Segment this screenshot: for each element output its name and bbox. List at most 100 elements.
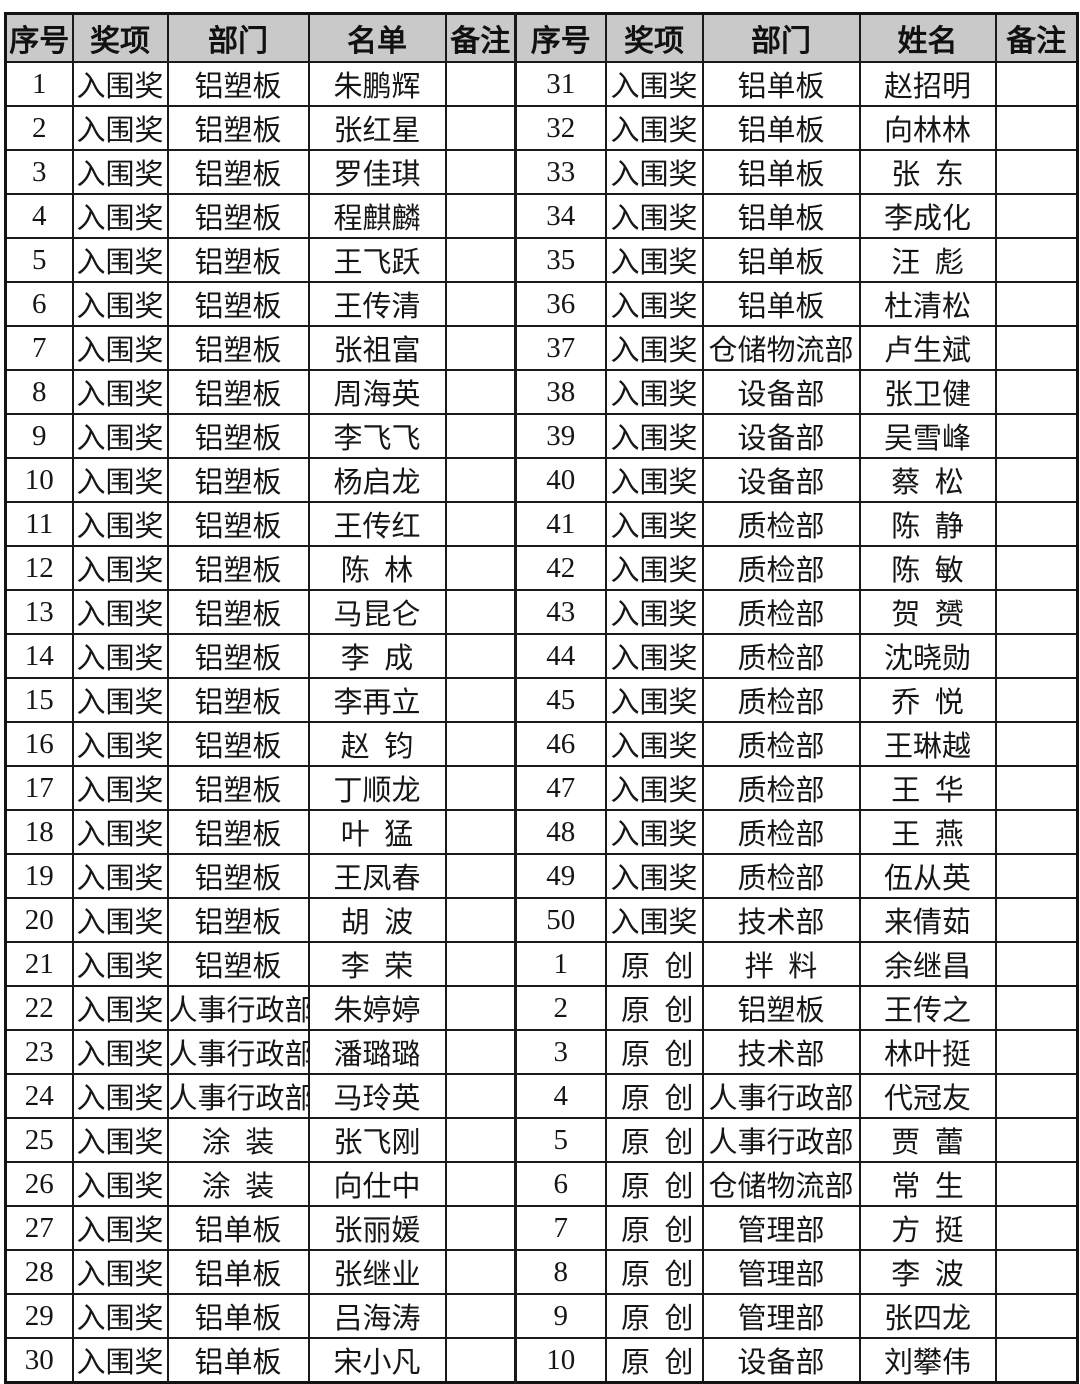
table-cell: 28 <box>4 1249 74 1295</box>
table-cell <box>444 897 517 943</box>
table-cell: 入围奖 <box>71 1293 169 1339</box>
table-cell: 原创 <box>604 1205 704 1251</box>
table-cell: 铝单板 <box>701 281 861 327</box>
table-cell: 入围奖 <box>604 413 704 459</box>
table-cell <box>994 325 1079 371</box>
table-cell: 陈敏 <box>858 545 997 591</box>
table-row: 3 入围奖 铝塑板 罗佳琪 33 入围奖 铝单板 张东 <box>4 149 1079 195</box>
table-cell <box>994 1293 1079 1339</box>
table-cell: 9 <box>514 1293 607 1339</box>
table-row: 6 入围奖 铝塑板 王传清 36 入围奖 铝单板 杜清松 <box>4 281 1079 327</box>
table-cell: 程麒麟 <box>307 193 447 239</box>
table-cell: 入围奖 <box>71 1029 169 1075</box>
table-cell: 胡波 <box>307 897 447 943</box>
table-cell: 王燕 <box>858 809 997 855</box>
table-cell: 入围奖 <box>71 457 169 503</box>
table-cell: 李波 <box>858 1249 997 1295</box>
table-cell: 张红星 <box>307 105 447 151</box>
table-cell <box>994 765 1079 811</box>
table-cell: 杜清松 <box>858 281 997 327</box>
table-cell: 向林林 <box>858 105 997 151</box>
table-cell: 27 <box>4 1205 74 1251</box>
table-cell <box>994 809 1079 855</box>
table-cell: 李成 <box>307 633 447 679</box>
table-cell: 涂装 <box>166 1117 310 1163</box>
table-cell: 原创 <box>604 1337 704 1384</box>
table-cell: 35 <box>514 237 607 283</box>
table-cell: 人事行政部 <box>701 1073 861 1119</box>
table-cell: 管理部 <box>701 1249 861 1295</box>
table-cell: 王凤春 <box>307 853 447 899</box>
table-cell: 入围奖 <box>604 369 704 415</box>
table-cell: 43 <box>514 589 607 635</box>
table-cell: 入围奖 <box>71 149 169 195</box>
table-cell <box>994 61 1079 107</box>
table-cell: 32 <box>514 105 607 151</box>
table-cell: 入围奖 <box>71 1249 169 1295</box>
header-department-left: 部门 <box>166 12 310 63</box>
table-cell: 铝塑板 <box>166 457 310 503</box>
table-cell <box>994 457 1079 503</box>
table-cell: 入围奖 <box>71 897 169 943</box>
table-cell: 铝单板 <box>166 1337 310 1384</box>
table-cell: 铝塑板 <box>166 589 310 635</box>
table-cell: 乔悦 <box>858 677 997 723</box>
table-cell <box>444 633 517 679</box>
table-cell: 王华 <box>858 765 997 811</box>
table-cell: 入围奖 <box>71 721 169 767</box>
table-cell: 31 <box>514 61 607 107</box>
table-cell: 入围奖 <box>604 897 704 943</box>
table-cell: 张东 <box>858 149 997 195</box>
table-cell: 铝塑板 <box>166 809 310 855</box>
table-cell: 7 <box>4 325 74 371</box>
table-cell: 5 <box>4 237 74 283</box>
table-cell <box>994 193 1079 239</box>
table-cell: 铝塑板 <box>166 633 310 679</box>
table-cell: 卢生斌 <box>858 325 997 371</box>
table-cell: 人事行政部 <box>166 985 310 1031</box>
table-cell: 30 <box>4 1337 74 1384</box>
table-cell: 4 <box>4 193 74 239</box>
table-cell: 50 <box>514 897 607 943</box>
table-cell <box>994 1029 1079 1075</box>
table-cell: 入围奖 <box>71 237 169 283</box>
table-cell <box>994 1073 1079 1119</box>
table-cell <box>994 501 1079 547</box>
table-cell <box>994 545 1079 591</box>
table-row: 20 入围奖 铝塑板 胡波 50 入围奖 技术部 来倩茹 <box>4 897 1079 943</box>
table-cell: 王飞跃 <box>307 237 447 283</box>
table-cell: 贺赟 <box>858 589 997 635</box>
table-cell: 铝塑板 <box>166 765 310 811</box>
table-cell: 设备部 <box>701 457 861 503</box>
table-cell: 李荣 <box>307 941 447 987</box>
table-cell: 王琳越 <box>858 721 997 767</box>
table-cell: 原创 <box>604 941 704 987</box>
table-cell: 入围奖 <box>71 105 169 151</box>
table-cell: 设备部 <box>701 413 861 459</box>
table-cell: 9 <box>4 413 74 459</box>
table-cell: 常生 <box>858 1161 997 1207</box>
table-header: 序号 奖项 部门 名单 备注 序号 奖项 部门 姓名 备注 <box>4 12 1079 63</box>
table-cell: 铝塑板 <box>166 105 310 151</box>
table-cell <box>444 1117 517 1163</box>
table-cell: 2 <box>514 985 607 1031</box>
table-cell: 13 <box>4 589 74 635</box>
table-row: 22 入围奖 人事行政部 朱婷婷 2 原创 铝塑板 王传之 <box>4 985 1079 1031</box>
table-cell: 1 <box>4 61 74 107</box>
table-cell <box>444 149 517 195</box>
table-cell: 原创 <box>604 1249 704 1295</box>
table-cell: 技术部 <box>701 1029 861 1075</box>
table-cell: 8 <box>4 369 74 415</box>
table-cell: 质检部 <box>701 633 861 679</box>
table-cell: 12 <box>4 545 74 591</box>
table-cell: 陈林 <box>307 545 447 591</box>
table-cell: 陈静 <box>858 501 997 547</box>
table-cell: 吴雪峰 <box>858 413 997 459</box>
table-cell: 38 <box>514 369 607 415</box>
table-cell: 铝塑板 <box>166 677 310 723</box>
table-cell <box>444 1249 517 1295</box>
table-cell: 入围奖 <box>604 633 704 679</box>
table-cell: 朱婷婷 <box>307 985 447 1031</box>
table-row: 7 入围奖 铝塑板 张祖富 37 入围奖 仓储物流部 卢生斌 <box>4 325 1079 371</box>
table-cell: 入围奖 <box>71 677 169 723</box>
